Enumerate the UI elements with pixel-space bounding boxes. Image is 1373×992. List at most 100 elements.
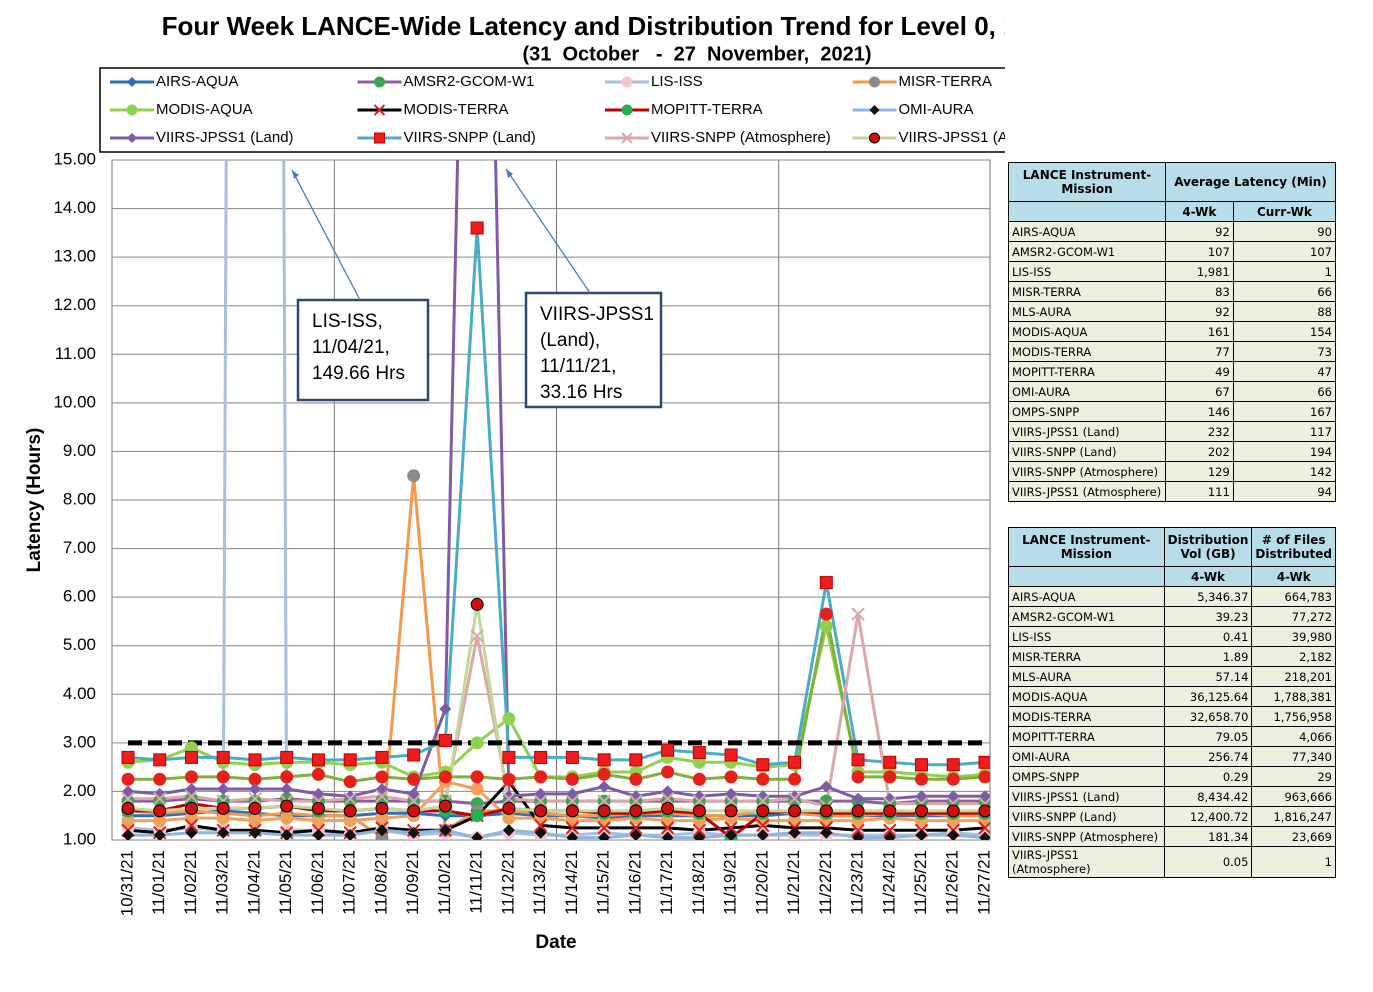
- point: [915, 804, 929, 818]
- legend-label: AMSR2-GCOM-W1: [404, 73, 535, 90]
- point: [660, 821, 675, 835]
- point: [661, 801, 675, 815]
- point: [184, 818, 199, 833]
- legend-label: VIIRS-JPSS1 (Land): [156, 129, 294, 146]
- point: [598, 780, 611, 793]
- table-row: MLS-AURA 92 88: [1008, 301, 1337, 322]
- table-row: VIIRS-JPSS1 (Land) 232 117: [1008, 421, 1337, 442]
- point: [692, 746, 706, 760]
- point: [692, 794, 707, 808]
- table-cell: 77,272: [1251, 606, 1336, 627]
- table-cell: LIS-ISS: [1008, 626, 1165, 647]
- table-cell: Distribution Vol (GB): [1163, 527, 1253, 567]
- table-cell: 1: [1251, 846, 1336, 878]
- point: [629, 753, 643, 767]
- x-tick-label: 11/20/21: [752, 850, 771, 915]
- point: [661, 765, 675, 779]
- table-cell: [1008, 201, 1166, 222]
- point: [621, 104, 633, 116]
- table-cell: MOPITT-TERRA: [1008, 726, 1165, 747]
- x-tick-label: 11/27/21: [974, 850, 993, 915]
- table-cell: 49: [1165, 361, 1234, 382]
- point: [184, 801, 198, 815]
- point: [121, 772, 135, 786]
- table-cell: 107: [1165, 241, 1234, 262]
- table-cell: VIIRS-SNPP (Atmosphere): [1008, 826, 1165, 847]
- table-cell: OMI-AURA: [1008, 746, 1165, 767]
- point: [126, 104, 138, 116]
- table-cell: MOPITT-TERRA: [1008, 361, 1166, 382]
- point: [280, 783, 293, 795]
- point: [852, 831, 865, 840]
- point: [470, 809, 484, 823]
- point: [946, 758, 960, 772]
- table-cell: Curr-Wk: [1232, 201, 1337, 222]
- point: [153, 804, 167, 818]
- point: [312, 829, 325, 840]
- x-tick-label: 11/06/21: [308, 850, 327, 915]
- point: [502, 824, 515, 837]
- x-tick-label: 11/13/21: [530, 850, 549, 915]
- point: [851, 770, 865, 784]
- point: [565, 750, 579, 764]
- point: [597, 804, 611, 818]
- y-tick-label: 11.00: [55, 344, 96, 363]
- point: [621, 76, 633, 88]
- point: [344, 829, 357, 840]
- x-tick-label: 11/23/21: [848, 850, 867, 915]
- table-row: AMSR2-GCOM-W1 107 107: [1008, 241, 1337, 262]
- table-cell: MISR-TERRA: [1008, 646, 1165, 667]
- point: [566, 831, 579, 840]
- y-tick-label: 10.00: [53, 392, 96, 411]
- point: [788, 755, 802, 769]
- point: [724, 794, 738, 808]
- table-cell: MODIS-AQUA: [1008, 321, 1166, 342]
- point: [470, 221, 484, 235]
- table-row: MOPITT-TERRA 49 47: [1008, 361, 1337, 382]
- point: [374, 132, 385, 144]
- point: [534, 826, 547, 839]
- point: [406, 794, 421, 808]
- point: [407, 826, 420, 839]
- legend-label: VIIRS-JPSS1 (Atmosphere): [899, 129, 1006, 146]
- table-cell: MODIS-TERRA: [1008, 706, 1165, 727]
- table-cell: VIIRS-SNPP (Land): [1008, 441, 1166, 462]
- table-cell: 256.74: [1163, 746, 1253, 767]
- point: [597, 767, 611, 781]
- distribution-table: LANCE Instrument-Mission Distribution Vol…: [1008, 527, 1336, 878]
- point: [502, 790, 515, 803]
- series-line: [127, 226, 986, 767]
- table-cell: [1008, 566, 1165, 587]
- table-cell: 4,066: [1251, 726, 1336, 747]
- point: [883, 804, 897, 818]
- table-cell: 111: [1165, 481, 1234, 502]
- x-tick-label: 11/15/21: [594, 850, 613, 915]
- point: [438, 733, 452, 747]
- point: [946, 804, 960, 818]
- table-row: MODIS-AQUA 36,125.64 1,788,381: [1008, 686, 1336, 707]
- latency-table: LANCE Instrument-Mission Average Latency …: [1008, 162, 1337, 502]
- table-cell: VIIRS-SNPP (Land): [1008, 806, 1165, 827]
- point: [597, 821, 611, 835]
- point: [343, 792, 357, 806]
- x-tick-label: 11/25/21: [911, 850, 930, 915]
- table-row: 4-Wk 4-Wk: [1008, 566, 1336, 587]
- table-cell: 154: [1232, 321, 1337, 342]
- table-cell: 117: [1232, 421, 1337, 442]
- point: [946, 772, 960, 786]
- point: [979, 831, 990, 840]
- y-tick-label: 3.00: [63, 732, 96, 751]
- x-tick-label: 11/10/21: [435, 850, 454, 915]
- point: [184, 789, 199, 803]
- y-tick-label: 9.00: [63, 441, 96, 460]
- point: [407, 469, 421, 483]
- point: [787, 792, 802, 806]
- point: [248, 801, 262, 815]
- legend-label: MISR-TERRA: [899, 73, 992, 90]
- x-tick-label: 11/08/21: [371, 850, 390, 915]
- point: [565, 804, 579, 818]
- point: [724, 804, 738, 818]
- series-line: [128, 612, 985, 808]
- series-line: [127, 160, 985, 801]
- point: [373, 104, 386, 116]
